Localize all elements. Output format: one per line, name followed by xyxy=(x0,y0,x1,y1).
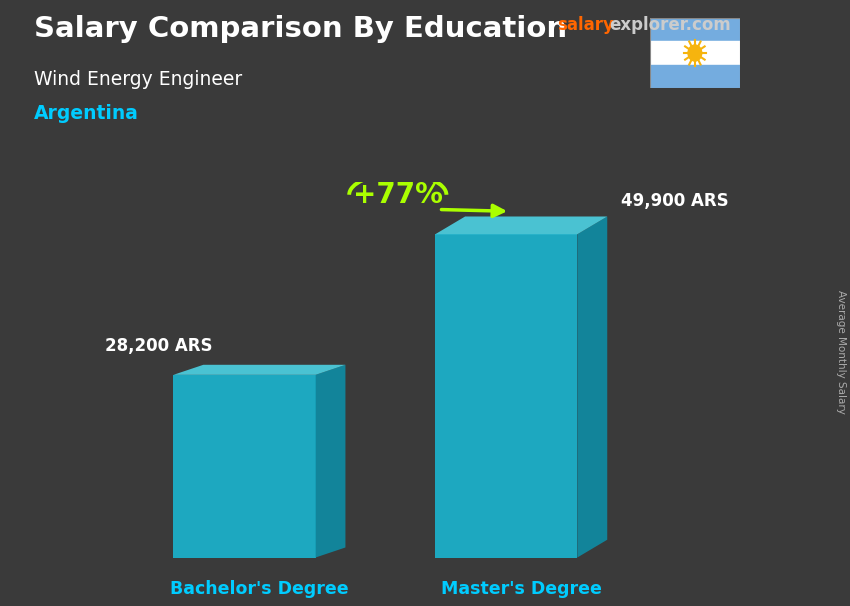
Text: 49,900 ARS: 49,900 ARS xyxy=(620,192,728,210)
Circle shape xyxy=(688,45,702,61)
Text: Bachelor's Degree: Bachelor's Degree xyxy=(170,580,348,598)
Polygon shape xyxy=(435,216,607,235)
Polygon shape xyxy=(577,216,607,558)
Text: Wind Energy Engineer: Wind Energy Engineer xyxy=(34,70,242,88)
Polygon shape xyxy=(435,235,577,558)
Text: Average Monthly Salary: Average Monthly Salary xyxy=(836,290,846,413)
Text: Salary Comparison By Education: Salary Comparison By Education xyxy=(34,15,567,43)
Polygon shape xyxy=(315,365,345,558)
Bar xyxy=(650,18,740,41)
Text: Master's Degree: Master's Degree xyxy=(441,580,602,598)
Bar xyxy=(650,65,740,88)
Text: salary: salary xyxy=(557,16,614,35)
Text: Argentina: Argentina xyxy=(34,104,139,123)
Text: 28,200 ARS: 28,200 ARS xyxy=(105,337,212,355)
Text: +77%: +77% xyxy=(353,181,443,208)
Polygon shape xyxy=(173,375,315,558)
Bar xyxy=(650,41,740,65)
Text: explorer.com: explorer.com xyxy=(609,16,731,35)
Polygon shape xyxy=(173,365,345,375)
